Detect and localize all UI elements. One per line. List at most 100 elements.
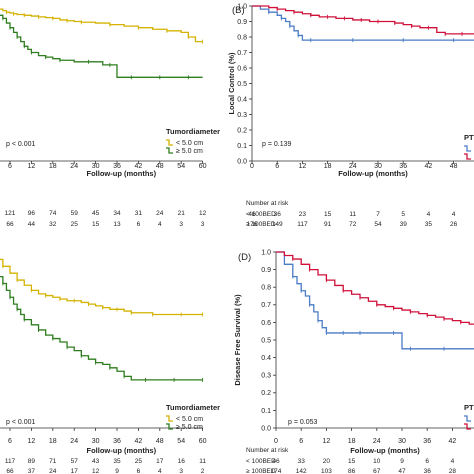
series-line [0, 8, 203, 43]
risk-row-label: ≥ 100BED [246, 468, 276, 474]
risk-value: 25 [71, 221, 79, 228]
risk-value: 4 [427, 211, 431, 218]
risk-table-header: Number at risk [246, 447, 289, 454]
risk-value: 103 [321, 468, 332, 474]
x-tick-label: 24 [349, 163, 357, 170]
risk-value: 71 [49, 458, 57, 465]
x-tick-label: 24 [373, 438, 381, 445]
risk-value: 66 [6, 221, 14, 228]
risk-value: 43 [92, 458, 100, 465]
x-tick-label: 42 [449, 438, 457, 445]
risk-value: 6 [425, 458, 429, 465]
risk-value: 117 [5, 458, 16, 465]
risk-value: 15 [92, 221, 100, 228]
risk-value: 39 [400, 221, 408, 228]
x-tick-label: 60 [199, 438, 207, 445]
x-tick-label: 48 [450, 163, 458, 170]
legend-title: PTV [464, 133, 474, 142]
risk-value: 21 [178, 210, 186, 217]
p-value: p = 0.139 [262, 141, 291, 148]
series-line [252, 5, 474, 41]
risk-value: 12 [199, 210, 207, 217]
y-tick-label: 0.3 [261, 373, 271, 380]
risk-value: 4 [452, 211, 456, 218]
risk-value: 2 [201, 468, 205, 474]
risk-value: 44 [28, 221, 36, 228]
y-tick-label: 0.2 [237, 127, 247, 134]
risk-value: 20 [323, 458, 331, 465]
risk-value: 35 [113, 458, 121, 465]
x-tick-label: 6 [299, 438, 303, 445]
risk-value: 91 [324, 221, 332, 228]
y-tick-label: 0.7 [237, 50, 247, 57]
risk-value: 3 [179, 221, 183, 228]
risk-value: 36 [424, 468, 432, 474]
risk-value: 74 [49, 210, 57, 217]
y-tick-label: 0.0 [261, 425, 271, 432]
risk-value: 86 [348, 468, 356, 474]
risk-value: 47 [398, 468, 406, 474]
legend-swatch [166, 423, 173, 430]
p-value: p = 0.053 [288, 419, 317, 426]
risk-value: 32 [49, 221, 57, 228]
risk-value: 31 [135, 210, 143, 217]
x-axis-label: Follow-up (months) [338, 169, 408, 178]
x-axis-label: Follow-up (months) [350, 446, 420, 455]
y-tick-label: 0.9 [261, 267, 271, 274]
risk-value: 46 [272, 458, 280, 465]
risk-value: 26 [450, 221, 458, 228]
x-tick-label: 36 [399, 163, 407, 170]
legend-swatch [166, 139, 173, 146]
risk-value: 23 [299, 211, 307, 218]
series-line [0, 258, 203, 316]
series-line [0, 14, 203, 78]
x-tick-label: 12 [323, 438, 331, 445]
y-tick-label: 0.0 [237, 158, 247, 165]
risk-value: 3 [179, 468, 183, 474]
risk-value: 89 [28, 458, 36, 465]
series-line [0, 275, 203, 381]
x-tick-label: 6 [275, 163, 279, 170]
risk-value: 35 [425, 221, 433, 228]
risk-value: 34 [113, 210, 121, 217]
risk-value: 25 [135, 458, 143, 465]
x-tick-label: 24 [70, 163, 78, 170]
x-tick-label: 48 [156, 163, 164, 170]
panel-d: 0.0 0.1 0.2 0.3 0.4 0.5 0.6 0.7 0.8 0.9 1.0 Disease… [233, 249, 474, 474]
risk-table: 121 96 74 59 45 34 31 24 21 12 66 44 32 25 15 13 6 4 3 3 [5, 210, 207, 228]
x-tick-label: 36 [423, 438, 431, 445]
risk-value: 66 [6, 468, 14, 474]
y-tick-label: 0.8 [237, 34, 247, 41]
risk-value: 37 [28, 468, 36, 474]
risk-value: 24 [49, 468, 57, 474]
legend: Tumordiameter < 5.0 cm≥ 5.0 cm [166, 127, 220, 155]
risk-value: 54 [374, 221, 382, 228]
legend-entry: ≥ 5.0 cm [176, 424, 203, 431]
risk-value: 67 [373, 468, 381, 474]
risk-value: 121 [5, 210, 16, 217]
risk-value: 36 [274, 211, 282, 218]
risk-value: 13 [113, 221, 121, 228]
risk-value: 12 [92, 468, 100, 474]
y-tick-label: 0.4 [237, 96, 247, 103]
y-tick-label: 0.6 [237, 65, 247, 72]
risk-value: 6 [137, 468, 141, 474]
x-tick-label: 18 [348, 438, 356, 445]
series-line [276, 251, 474, 325]
legend-entry: < 5.0 cm [176, 140, 203, 147]
y-tick-label: 0.4 [261, 355, 271, 362]
y-tick-label: 0.9 [237, 19, 247, 26]
risk-value: 28 [449, 468, 457, 474]
risk-value: 15 [324, 211, 332, 218]
panel-label: (B) [232, 5, 245, 16]
risk-value: 7 [376, 211, 380, 218]
x-tick-label: 18 [49, 163, 57, 170]
risk-value: 4 [158, 468, 162, 474]
risk-row-label: < 100BED [246, 458, 276, 465]
y-tick-label: 0.8 [261, 285, 271, 292]
y-tick-label: 0.7 [261, 302, 271, 309]
risk-value: 59 [71, 210, 79, 217]
legend-swatch [464, 145, 471, 152]
